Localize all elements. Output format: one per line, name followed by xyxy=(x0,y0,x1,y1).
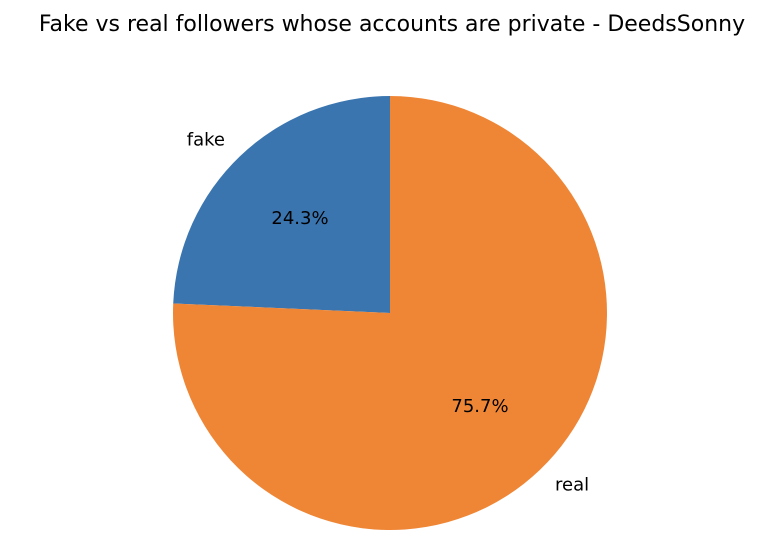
slice-label-real: real xyxy=(555,475,589,496)
chart-title: Fake vs real followers whose accounts ar… xyxy=(39,12,745,37)
slice-percent-real: 75.7% xyxy=(451,396,508,417)
pie-slice-real xyxy=(173,95,608,531)
pie-slice-fake xyxy=(173,96,390,313)
slice-label-fake: fake xyxy=(187,130,225,151)
slice-percent-fake: 24.3% xyxy=(271,208,328,229)
pie-slices xyxy=(173,95,608,531)
pie-labels: fake 24.3% real 75.7% xyxy=(187,130,589,496)
